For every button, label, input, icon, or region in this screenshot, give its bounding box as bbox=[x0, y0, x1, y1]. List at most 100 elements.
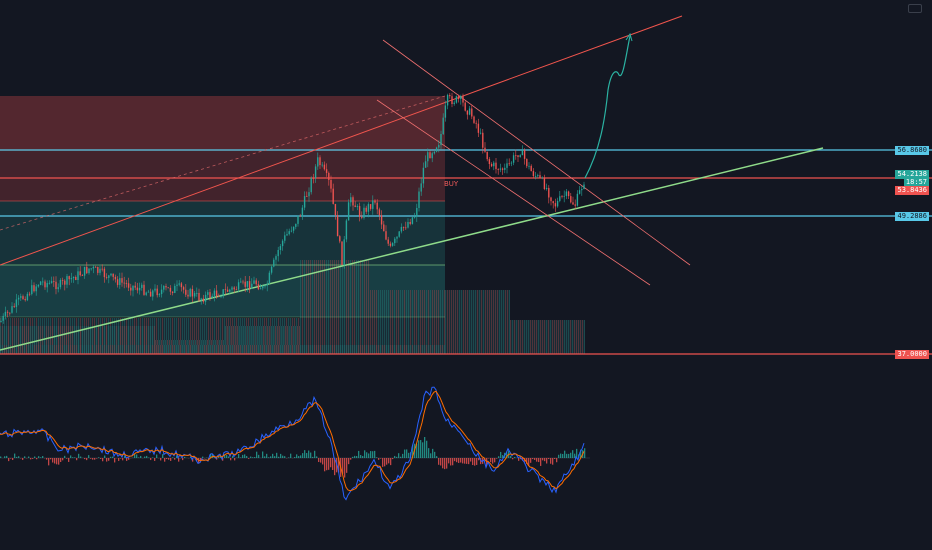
candle bbox=[202, 294, 205, 304]
candle bbox=[462, 93, 464, 107]
candle bbox=[424, 155, 427, 168]
candle bbox=[134, 281, 136, 290]
ascending-channel-upper-trendline[interactable] bbox=[0, 15, 683, 266]
histogram-bar bbox=[420, 440, 422, 458]
histogram-bar bbox=[28, 456, 30, 458]
candle bbox=[532, 168, 535, 178]
histogram-bar bbox=[306, 453, 308, 458]
candle bbox=[284, 231, 286, 244]
histogram-bar bbox=[346, 458, 348, 473]
histogram-bar bbox=[232, 455, 234, 458]
histogram-bar bbox=[166, 458, 168, 460]
candle bbox=[160, 284, 163, 298]
candle bbox=[0, 317, 2, 323]
candle bbox=[156, 285, 158, 298]
histogram-bar bbox=[112, 456, 114, 458]
candle bbox=[103, 266, 106, 283]
candle bbox=[233, 286, 235, 293]
histogram-bar bbox=[562, 453, 564, 458]
candle bbox=[378, 207, 381, 221]
candle bbox=[121, 272, 123, 287]
candle bbox=[248, 276, 251, 294]
histogram-bar bbox=[218, 456, 220, 458]
candle bbox=[508, 158, 510, 166]
histogram-bar bbox=[184, 456, 186, 458]
histogram-bar bbox=[466, 458, 468, 464]
candle bbox=[231, 285, 233, 293]
candle bbox=[68, 275, 70, 286]
candle bbox=[94, 265, 97, 268]
horizontal-levels[interactable] bbox=[0, 149, 932, 355]
candle bbox=[292, 226, 295, 234]
candle bbox=[288, 228, 290, 236]
histogram-bar bbox=[334, 458, 336, 476]
candle bbox=[563, 190, 565, 203]
histogram-bar bbox=[476, 458, 478, 465]
histogram-bar bbox=[436, 456, 438, 458]
candle bbox=[312, 173, 315, 184]
ascending-support-trendline[interactable] bbox=[0, 147, 824, 351]
histogram-bar bbox=[270, 456, 272, 458]
maximize-button[interactable] bbox=[908, 4, 922, 13]
histogram-bar bbox=[554, 458, 556, 459]
histogram-bar bbox=[490, 458, 492, 463]
histogram-bar bbox=[440, 458, 442, 466]
candle bbox=[543, 174, 546, 191]
histogram-bar bbox=[124, 455, 126, 458]
candle bbox=[530, 164, 532, 172]
histogram-bar bbox=[262, 451, 264, 458]
histogram-bar bbox=[156, 454, 158, 458]
histogram-bar bbox=[96, 458, 98, 459]
histogram-bar bbox=[462, 458, 464, 464]
candle bbox=[50, 276, 53, 284]
candle bbox=[158, 292, 161, 298]
descending-channel-lower-trendline[interactable] bbox=[376, 99, 651, 286]
histogram-bar bbox=[518, 458, 520, 461]
candle bbox=[226, 286, 229, 293]
histogram-bar bbox=[452, 458, 454, 466]
candle bbox=[466, 110, 469, 120]
histogram-bar bbox=[48, 458, 50, 466]
histogram-bar bbox=[542, 458, 544, 461]
candle bbox=[521, 145, 524, 156]
candle bbox=[167, 287, 169, 289]
candle bbox=[114, 274, 117, 283]
candle bbox=[178, 280, 180, 287]
candle bbox=[297, 215, 299, 227]
candle bbox=[343, 235, 345, 269]
histogram-bar bbox=[326, 458, 328, 471]
histogram-bar bbox=[4, 456, 6, 458]
histogram-bar bbox=[58, 458, 60, 465]
histogram-bar bbox=[544, 458, 546, 462]
histogram-bar bbox=[178, 458, 180, 462]
candle bbox=[255, 278, 257, 287]
histogram-bar bbox=[42, 456, 44, 458]
candle bbox=[453, 100, 455, 106]
candle bbox=[53, 276, 55, 287]
candle bbox=[17, 295, 20, 306]
candle bbox=[110, 273, 112, 277]
candle bbox=[57, 283, 59, 293]
candle bbox=[64, 279, 66, 291]
projection-path[interactable] bbox=[584, 35, 631, 179]
candle bbox=[372, 195, 374, 215]
candle bbox=[163, 285, 165, 293]
histogram-bar bbox=[250, 456, 252, 458]
candle bbox=[169, 285, 172, 296]
descending-channel-upper-trendline[interactable] bbox=[382, 39, 691, 266]
candle bbox=[229, 288, 231, 295]
histogram-bar bbox=[314, 450, 316, 458]
candle bbox=[411, 217, 414, 225]
candle bbox=[66, 273, 68, 289]
candle bbox=[350, 193, 352, 207]
trendlines[interactable] bbox=[0, 15, 824, 351]
histogram-bar bbox=[128, 458, 130, 460]
histogram-bar bbox=[98, 457, 100, 458]
candle bbox=[446, 93, 449, 110]
candle bbox=[70, 272, 73, 283]
histogram-bar bbox=[550, 458, 552, 464]
candle bbox=[367, 202, 370, 218]
histogram-bar bbox=[528, 458, 530, 467]
histogram-bar bbox=[398, 453, 400, 458]
